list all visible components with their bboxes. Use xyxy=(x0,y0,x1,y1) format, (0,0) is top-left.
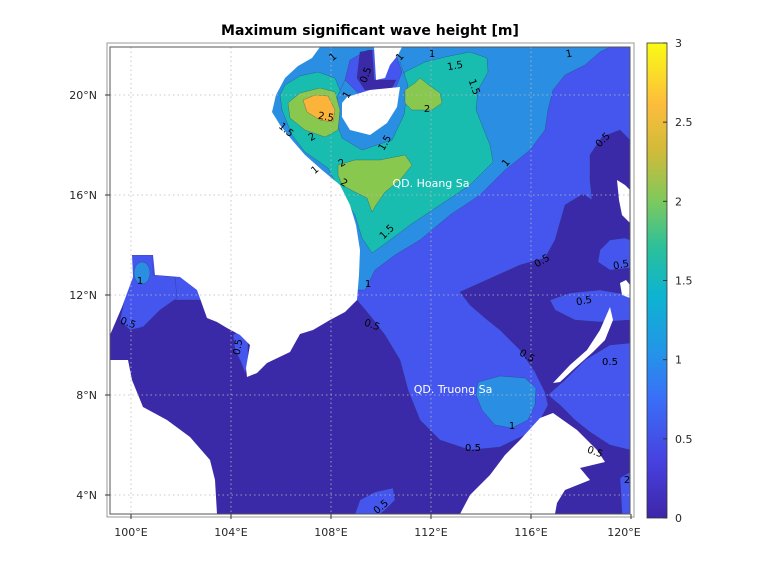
contour-label: 0.5 xyxy=(612,259,630,273)
band-0.5-1-blob xyxy=(597,237,630,271)
contour-label: 1 xyxy=(429,49,435,60)
contour-label: 1 xyxy=(309,164,321,177)
y-tick-label: 12°N xyxy=(69,289,97,302)
contour-label: 1 xyxy=(394,51,407,63)
x-tick-label: 112°E xyxy=(414,526,447,539)
x-tick-label: 116°E xyxy=(514,526,547,539)
land-indochina xyxy=(110,47,360,377)
axis-ticks: 100°E 104°E 108°E 112°E 116°E 120°E20°N16°N12… xyxy=(69,89,641,539)
colorbar-tick-label: 1 xyxy=(675,354,682,367)
land-philippines xyxy=(620,280,630,298)
land-philippines xyxy=(617,180,630,223)
contour-label: 0.5 xyxy=(232,338,246,356)
contour-label: 2 xyxy=(624,475,630,486)
colorbar-ticks: 0 0.5 1 1.5 2 2.5 3 xyxy=(663,37,693,525)
place-label-truong-sa: QD. Truong Sa xyxy=(414,383,493,396)
contour-label: 2 xyxy=(307,131,318,144)
y-tick-label: 8°N xyxy=(76,389,97,402)
colorbar-tick-label: 3 xyxy=(675,37,682,50)
band-2-2.5-blob xyxy=(337,154,413,213)
land-palawan xyxy=(553,307,613,383)
contour-label: 2.5 xyxy=(317,111,335,125)
contour-label: 2 xyxy=(424,104,430,115)
contour-label: 0.5 xyxy=(585,445,604,461)
band-0.5-1-blob xyxy=(547,342,630,451)
band-0-0.5-south xyxy=(110,129,630,514)
band-0.5-1-blob xyxy=(354,487,396,514)
contour-label: 1.5 xyxy=(466,78,482,97)
band-1-1.5-blob xyxy=(133,261,151,285)
x-tick-label: 100°E xyxy=(114,526,147,539)
contour-label: 0.5 xyxy=(118,316,137,332)
y-tick-label: 20°N xyxy=(69,89,97,102)
colorbar-tick-label: 1.5 xyxy=(675,275,693,288)
y-tick-label: 16°N xyxy=(69,189,97,202)
gridlines xyxy=(110,47,630,514)
land-leizhou xyxy=(374,47,402,80)
x-tick-label: 108°E xyxy=(314,526,347,539)
contour-label: 2 xyxy=(337,157,348,170)
colorbar-tick-label: 0 xyxy=(675,512,682,525)
contour-label: 1 xyxy=(500,157,513,169)
contour-label: 1 xyxy=(341,90,354,101)
land-borneo xyxy=(460,413,605,514)
contour-label: 0.5 xyxy=(575,295,593,309)
colorbar-tick-label: 2.5 xyxy=(675,116,693,129)
y-tick-label: 4°N xyxy=(76,489,97,502)
contour-label: 1 xyxy=(565,49,573,61)
contour-label: 1 xyxy=(327,51,339,64)
contour-label: 0.5 xyxy=(465,443,481,454)
map-frame-inner xyxy=(109,46,631,515)
contour-label: 1 xyxy=(137,276,143,287)
land-hainan xyxy=(342,87,400,135)
chart-title: Maximum significant wave height [m] xyxy=(221,23,519,39)
contour-label: 0.5 xyxy=(602,357,618,368)
colorbar-tick-label: 0.5 xyxy=(675,433,693,446)
contour-label: 1 xyxy=(365,279,371,290)
place-label-hoang-sa: QD. Hoang Sa xyxy=(392,177,469,190)
map-frame-outer xyxy=(106,42,635,518)
band-1-1.5-truong-sa xyxy=(475,375,537,429)
land-malay-peninsula xyxy=(110,360,217,514)
band-0-0.5-strait xyxy=(356,49,397,91)
contour-label: 0.5 xyxy=(359,66,375,85)
contour-label: 1.5 xyxy=(446,60,464,74)
x-tick-label: 104°E xyxy=(214,526,247,539)
contour-label: 1 xyxy=(509,421,515,432)
contour-label: 0.5 xyxy=(362,318,381,334)
band-2-2.5-blob xyxy=(404,77,443,111)
contour-label: 2 xyxy=(338,177,349,190)
x-tick-label: 120°E xyxy=(607,526,640,539)
band-0.5-1-blob xyxy=(619,471,630,514)
colorbar-tick-label: 2 xyxy=(675,195,682,208)
